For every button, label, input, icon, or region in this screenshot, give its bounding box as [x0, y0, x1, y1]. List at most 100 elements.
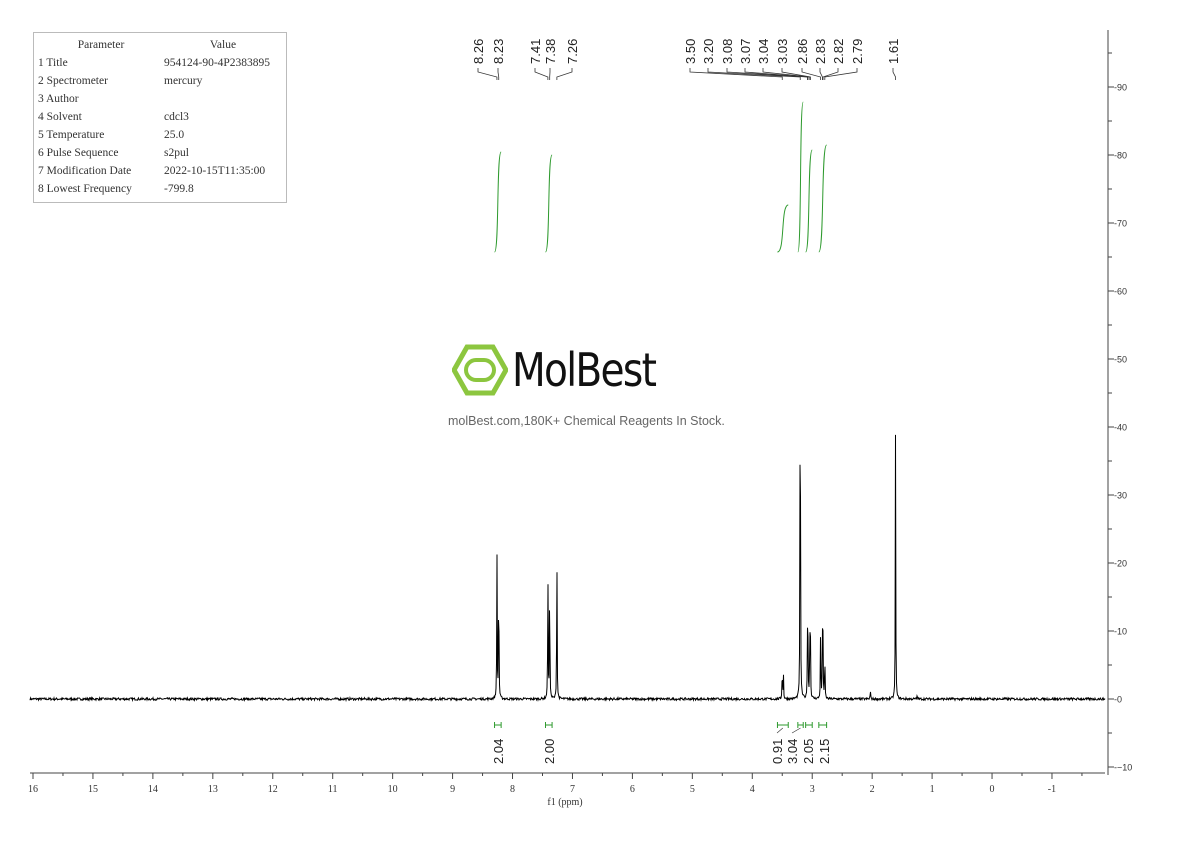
peak-label: 3.07: [738, 39, 753, 64]
spectrum-line: [29, 434, 1106, 703]
y-tick-label: -50: [1114, 355, 1127, 365]
peak-label-connector: [707, 68, 801, 80]
integral-value: 0.91: [770, 739, 785, 764]
y-tick-label: -70: [1114, 219, 1127, 229]
y-tick-label: -40: [1114, 423, 1127, 433]
x-tick-label: 15: [88, 784, 98, 795]
peak-label: 2.83: [813, 39, 828, 64]
integral-curve: [805, 149, 813, 253]
peak-label: 7.26: [565, 39, 580, 64]
integral-curve: [545, 154, 553, 253]
peak-label-connector: [477, 68, 498, 80]
integral-bracket: [805, 722, 813, 728]
peak-label: 1.61: [886, 39, 901, 64]
parameter-row: 6 Pulse Sequence s2pul: [34, 144, 286, 162]
x-tick-label: 5: [690, 784, 695, 795]
peak-label-connector: [892, 68, 896, 80]
y-tick-label: -90: [1114, 83, 1127, 93]
integral-connector: [776, 727, 784, 734]
integral-value: 3.04: [785, 739, 800, 764]
integral-bracket: [818, 722, 828, 728]
param-value: 2022-10-15T11:35:00: [164, 165, 266, 177]
x-tick-label: 14: [148, 784, 158, 795]
y-tick-label: -0: [1114, 695, 1122, 705]
parameter-row: 8 Lowest Frequency -799.8: [34, 180, 286, 198]
param-value: -799.8: [164, 183, 194, 195]
y-tick-label: -80: [1114, 151, 1127, 161]
benzene-logo-icon: [452, 344, 508, 396]
x-tick-label: 1: [930, 784, 935, 795]
y-tick-label: -30: [1114, 491, 1127, 501]
peak-label: 2.79: [850, 39, 865, 64]
param-value: 954124-90-4P2383895: [164, 57, 271, 69]
parameter-row: 1 Title 954124-90-4P2383895: [34, 54, 286, 72]
peak-label: 3.50: [683, 39, 698, 64]
peak-label: 3.03: [775, 39, 790, 64]
x-tick-label: 11: [328, 784, 338, 795]
integral-value: 2.15: [817, 739, 832, 764]
param-value: cdcl3: [164, 111, 189, 123]
y-tick-label: -60: [1114, 287, 1127, 297]
integral-value: 2.00: [542, 739, 557, 764]
peak-label-connector: [819, 68, 823, 80]
integral-bracket: [776, 722, 789, 728]
header-value: Value: [209, 39, 237, 51]
param-key: 8 Lowest Frequency: [38, 183, 132, 195]
peak-label-connector: [689, 68, 783, 80]
peak-label: 3.04: [756, 39, 771, 64]
peak-label: 7.38: [543, 39, 558, 64]
molbest-logo: MolBest: [452, 343, 680, 397]
peak-label-connector: [762, 68, 811, 80]
x-tick-label: -1: [1048, 784, 1056, 795]
x-tick-label: 8: [510, 784, 515, 795]
parameter-row: 3 Author: [34, 90, 286, 108]
parameter-table-header: Parameter Value: [34, 36, 286, 54]
param-key: 7 Modification Date: [38, 165, 132, 177]
integral-bracket: [494, 722, 502, 728]
param-key: 6 Pulse Sequence: [38, 147, 119, 159]
x-tick-label: 9: [450, 784, 455, 795]
x-tick-label: 3: [810, 784, 815, 795]
peak-label-connector: [534, 68, 549, 80]
y-tick-label: -20: [1114, 559, 1127, 569]
x-tick-label: 6: [630, 784, 635, 795]
peak-label-connector: [556, 68, 573, 80]
x-tick-label: 16: [28, 784, 38, 795]
peak-label: 3.08: [720, 39, 735, 64]
parameter-table: Parameter Value 1 Title 954124-90-4P23838…: [33, 32, 287, 203]
peak-label: 8.23: [491, 39, 506, 64]
peak-label: 2.82: [831, 39, 846, 64]
x-tick-label: 13: [208, 784, 218, 795]
parameter-row: 4 Solvent cdcl3: [34, 108, 286, 126]
integral-connector: [791, 727, 801, 734]
header-parameter: Parameter: [77, 39, 125, 51]
x-tick-label: 12: [268, 784, 278, 795]
parameter-row: 2 Spectrometer mercury: [34, 72, 286, 90]
integral-curve: [818, 144, 828, 253]
integral-curve: [797, 101, 804, 253]
x-axis-label: f1 (ppm): [547, 797, 582, 808]
param-value: mercury: [164, 75, 203, 87]
peak-label: 8.26: [471, 39, 486, 64]
peak-label: 3.20: [701, 39, 716, 64]
watermark-tagline: molBest.com,180K+ Chemical Reagents In S…: [448, 414, 725, 428]
peak-label: 2.86: [795, 39, 810, 64]
integral-curve: [494, 151, 502, 253]
integral-curve: [776, 204, 789, 253]
param-key: 3 Author: [38, 93, 79, 105]
param-value: s2pul: [164, 147, 189, 159]
y-tick-label: -10: [1114, 627, 1127, 637]
peak-label-connector: [744, 68, 809, 80]
integral-bracket: [797, 722, 804, 728]
param-key: 4 Solvent: [38, 111, 82, 123]
peak-label-connector: [726, 68, 808, 80]
param-key: 2 Spectrometer: [38, 75, 108, 87]
param-key: 5 Temperature: [38, 129, 105, 141]
integral-bracket: [544, 722, 553, 728]
logo-brand-text: MolBest: [512, 343, 657, 397]
param-value: 25.0: [164, 129, 185, 141]
peak-label-connector: [822, 68, 839, 80]
integral-value: 2.04: [491, 739, 506, 764]
